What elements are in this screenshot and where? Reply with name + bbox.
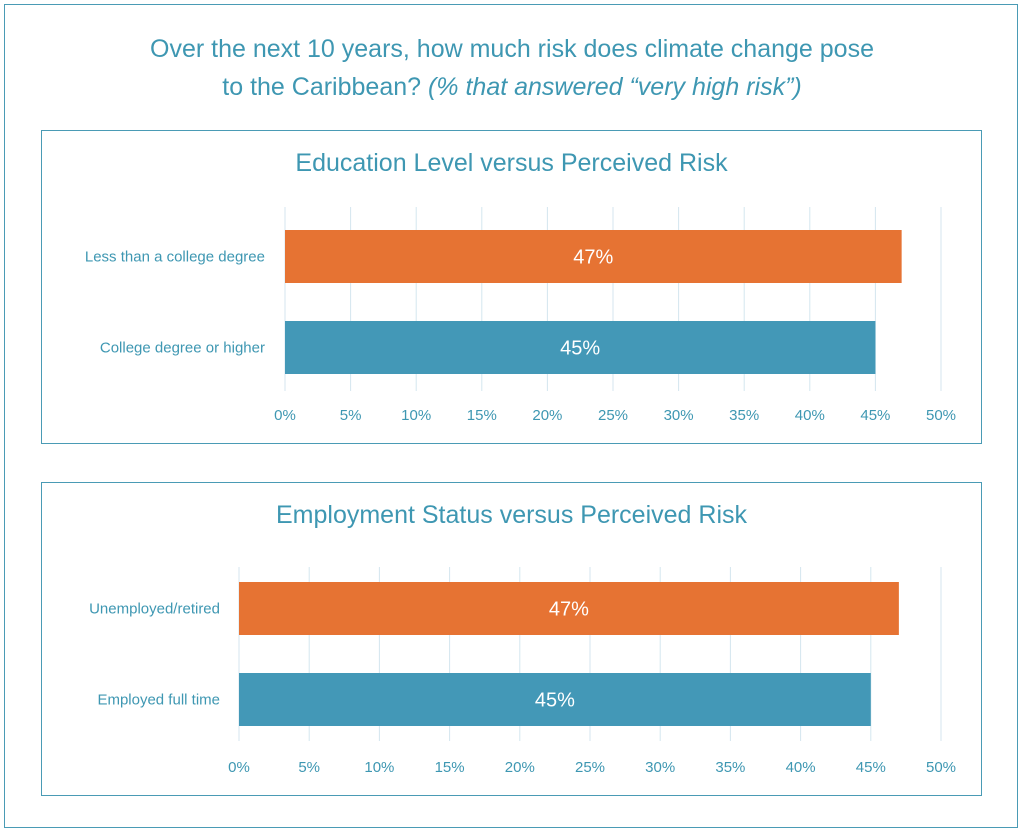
main-title-line2: to the Caribbean? (% that answered “very… [0, 68, 1024, 106]
bar [239, 582, 899, 635]
tick-label: 50% [926, 407, 956, 424]
employment-chart: Unemployed/retired 47% Employed full time 4… [89, 567, 956, 776]
main-title-line2-italic: (% that answered “very high risk”) [427, 73, 802, 101]
tick-label: 25% [575, 759, 605, 776]
bar [285, 230, 902, 283]
tick-label: 5% [340, 407, 362, 424]
data-label: 47% [573, 247, 613, 269]
tick-label: 35% [729, 407, 759, 424]
data-label: 45% [535, 690, 575, 712]
tick-label: 10% [364, 759, 394, 776]
main-title-line1: Over the next 10 years, how much risk do… [150, 35, 874, 63]
tick-label: 20% [505, 759, 535, 776]
bar [285, 321, 876, 374]
data-label: 47% [549, 599, 589, 621]
tick-label: 30% [664, 407, 694, 424]
tick-label: 50% [926, 759, 956, 776]
tick-label: 45% [856, 759, 886, 776]
tick-label: 25% [598, 407, 628, 424]
tick-label: 0% [228, 759, 250, 776]
tick-label: 20% [532, 407, 562, 424]
tick-label: 45% [860, 407, 890, 424]
outer-frame [4, 4, 1018, 828]
chart-title: Employment Status versus Perceived Risk [275, 501, 747, 529]
tick-label: 15% [467, 407, 497, 424]
education-chart: Less than a college degree 47% College deg… [85, 207, 956, 424]
main-title: Over the next 10 years, how much risk do… [0, 30, 1024, 106]
tick-label: 30% [645, 759, 675, 776]
tick-label: 35% [715, 759, 745, 776]
chart-title: Education Level versus Perceived Risk [295, 149, 728, 177]
tick-label: 15% [435, 759, 465, 776]
category-label: Less than a college degree [85, 249, 265, 266]
tick-label: 5% [298, 759, 320, 776]
category-label: Employed full time [97, 692, 220, 709]
education-chart-panel: Education Level versus Perceived Risk Le… [41, 130, 982, 444]
category-label: Unemployed/retired [89, 601, 220, 618]
tick-label: 40% [786, 759, 816, 776]
main-title-line2-main: to the Caribbean? [222, 73, 428, 101]
data-label: 45% [560, 338, 600, 360]
tick-label: 40% [795, 407, 825, 424]
bar [239, 673, 871, 726]
tick-label: 10% [401, 407, 431, 424]
category-label: College degree or higher [100, 340, 265, 357]
tick-label: 0% [274, 407, 296, 424]
employment-chart-panel: Employment Status versus Perceived Risk … [41, 482, 982, 796]
